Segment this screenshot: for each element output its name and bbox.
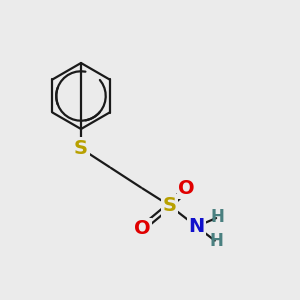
Text: O: O xyxy=(134,218,151,238)
Text: S: S xyxy=(163,196,176,215)
Text: O: O xyxy=(178,179,194,199)
Text: H: H xyxy=(211,208,224,226)
Text: N: N xyxy=(188,217,205,236)
Text: S: S xyxy=(74,139,88,158)
Text: H: H xyxy=(209,232,223,250)
